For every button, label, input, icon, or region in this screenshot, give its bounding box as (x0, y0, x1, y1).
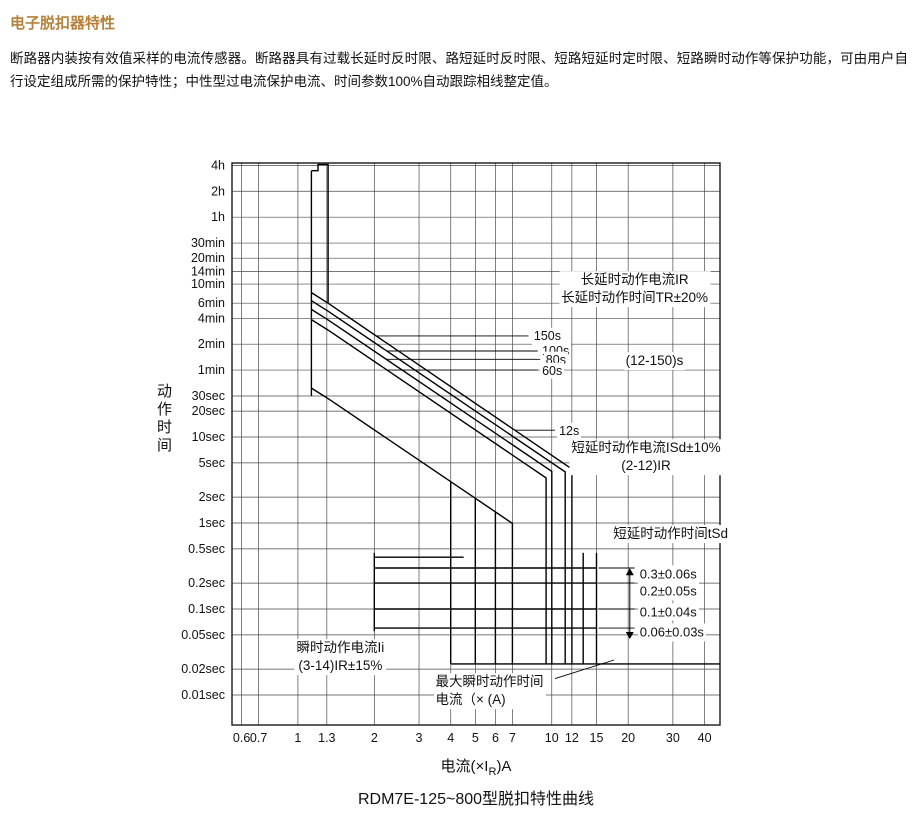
arrow-down-icon (625, 632, 634, 640)
y-tick-label: 4h (211, 159, 225, 173)
curve-long-delay-80s (311, 309, 553, 665)
x-tick-label: 15 (590, 731, 604, 745)
y-tick-label: 2sec (199, 491, 225, 505)
x-tick-label: 12 (565, 731, 579, 745)
x-axis-title: 电流(×IR)A (232, 755, 720, 778)
y-tick-label: 2min (198, 338, 225, 352)
y-tick-label: 1min (198, 364, 225, 378)
y-tick-label: 6min (198, 297, 225, 311)
y-axis-title: 动作时间 (156, 383, 172, 455)
y-tick-label: 5sec (199, 456, 225, 470)
chart-canvas: 0.6 0.7 1 1.3 2 3 4 5 6 7 10 12 15 20 30 40 4h 2h 1h 30min 2… (181, 159, 721, 745)
x-tick-label: 0.7 (250, 731, 267, 745)
y-tick-label: 0.2sec (188, 577, 225, 591)
y-tick-label: 20min (191, 252, 225, 266)
y-tick-label: 30min (191, 236, 225, 250)
x-tick-label: 1 (294, 731, 301, 745)
x-tick-label: 20 (621, 731, 635, 745)
section-heading: 电子脱扣器特性 (10, 15, 116, 32)
x-tick-label: 4 (447, 731, 454, 745)
y-tick-label: 4min (198, 312, 225, 326)
x-tick-label: 1.3 (318, 731, 335, 745)
x-tick-label: 5 (472, 731, 479, 745)
x-tick-label: 10 (545, 731, 559, 745)
x-tick-label: 2 (371, 731, 378, 745)
y-tick-label: 0.02sec (181, 663, 225, 677)
x-axis-title-post: )A (496, 758, 512, 776)
x-tick-label: 6 (492, 731, 499, 745)
y-tick-label: 0.01sec (181, 688, 225, 702)
curve-long-delay-12s (311, 387, 514, 665)
chart-caption: RDM7E-125~800型脱扣特性曲线 (357, 791, 595, 809)
y-tick-label: 2h (211, 185, 225, 199)
y-tick-label: 10min (191, 278, 225, 292)
y-tick-label: 30sec (192, 389, 225, 403)
body-paragraph: 断路器内装按有效值采样的电流传感器。断路器具有过载长延时反时限、路短延时反时限、… (10, 51, 908, 90)
curve-pickup-band-top (311, 164, 329, 304)
y-tick-label: 1h (211, 211, 225, 225)
y-tick-label: 0.5sec (188, 542, 225, 556)
plot-border (231, 162, 721, 727)
x-axis-title-sub: R (488, 766, 497, 779)
x-tick-label: 40 (698, 731, 712, 745)
arrow-up-icon (625, 568, 634, 576)
x-axis-title-pre: 电流(×I (440, 758, 489, 776)
x-tick-label: 3 (416, 731, 423, 745)
y-tick-label: 1sec (199, 516, 225, 530)
x-tick-label: 7 (509, 731, 516, 745)
y-tick-label: 20sec (192, 405, 225, 419)
x-tick-label: 0.6 (233, 731, 250, 745)
curve-long-delay-60s (311, 319, 547, 665)
y-tick-label: 0.05sec (181, 628, 225, 642)
trip-curve-chart: 0.6 0.7 1 1.3 2 3 4 5 6 7 10 12 15 20 30 40 4h 2h 1h 30min 2… (10, 155, 910, 819)
x-tick-label: 30 (666, 731, 680, 745)
y-tick-label: 10sec (192, 430, 225, 444)
y-tick-label: 14min (191, 265, 225, 279)
curve-long-delay-150s (311, 292, 573, 665)
y-tick-label: 0.1sec (188, 602, 225, 616)
leader-max-inst (554, 660, 615, 680)
